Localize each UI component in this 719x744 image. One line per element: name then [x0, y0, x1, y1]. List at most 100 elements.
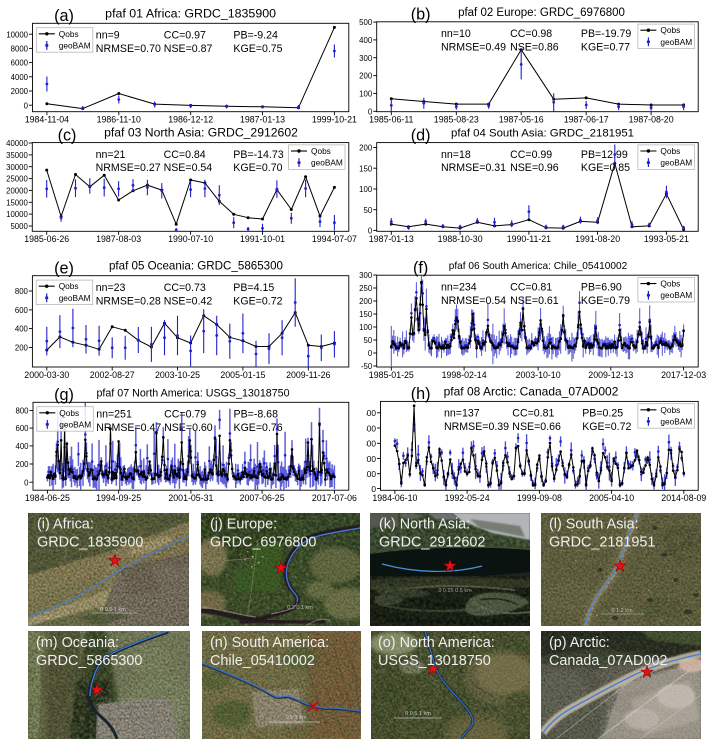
svg-text:nn=137: nn=137: [444, 408, 480, 420]
svg-text:0: 0: [368, 349, 373, 358]
svg-text:1987-01-13: 1987-01-13: [369, 234, 414, 244]
svg-text:150: 150: [359, 310, 373, 319]
svg-text:200: 200: [359, 297, 373, 306]
svg-text:200: 200: [15, 460, 29, 469]
svg-text:(c): (c): [58, 126, 77, 144]
svg-text:1984-06-25: 1984-06-25: [25, 493, 70, 503]
svg-text:CC=0.84: CC=0.84: [164, 149, 206, 161]
svg-text:pfaf 07 North America: USGS_13: pfaf 07 North America: USGS_13018750: [96, 387, 289, 399]
svg-text:geoBAM: geoBAM: [660, 158, 692, 168]
svg-text:400: 400: [15, 325, 29, 334]
svg-text:(i) Africa:: (i) Africa:: [37, 517, 94, 533]
svg-text:nn=234: nn=234: [441, 282, 477, 294]
svg-text:1987-08-20: 1987-08-20: [629, 115, 674, 125]
svg-text:nn=21: nn=21: [96, 149, 126, 161]
svg-text:2014-08-09: 2014-08-09: [661, 493, 706, 503]
svg-text:geoBAM: geoBAM: [660, 416, 692, 426]
svg-text:(n) South America:: (n) South America:: [210, 635, 329, 651]
svg-text:0 0.25 0.5 km: 0 0.25 0.5 km: [438, 588, 472, 594]
svg-text:500: 500: [359, 18, 373, 27]
svg-text:0 0.5 1 km: 0 0.5 1 km: [405, 711, 431, 717]
svg-text:1990-07-10: 1990-07-10: [168, 234, 213, 244]
svg-text:1985-06-11: 1985-06-11: [369, 115, 413, 125]
svg-text:1988-10-30: 1988-10-30: [438, 234, 483, 244]
svg-text:1987-05-16: 1987-05-16: [499, 115, 544, 125]
svg-text:1992-05-24: 1992-05-24: [445, 493, 490, 503]
svg-text:NRMSE=0.49: NRMSE=0.49: [441, 41, 506, 53]
svg-text:KGE=0.85: KGE=0.85: [581, 162, 630, 174]
svg-text:0.2 0.1 km: 0.2 0.1 km: [287, 605, 313, 611]
svg-text:KGE=0.72: KGE=0.72: [233, 295, 282, 307]
svg-text:Qobs: Qobs: [311, 146, 331, 156]
svg-text:(l) South Asia:: (l) South Asia:: [549, 517, 639, 533]
svg-text:pfaf 08 Arctic: Canada_07AD002: pfaf 08 Arctic: Canada_07AD002: [444, 384, 619, 398]
svg-text:KGE=0.75: KGE=0.75: [233, 43, 282, 55]
svg-text:600: 600: [15, 306, 29, 315]
svg-text:0 0.5 1 km: 0 0.5 1 km: [100, 607, 126, 613]
svg-text:1984-11-04: 1984-11-04: [25, 115, 69, 125]
svg-text:2003-10-10: 2003-10-10: [516, 370, 561, 380]
svg-text:pfaf 01 Africa: GRDC_1835900: pfaf 01 Africa: GRDC_1835900: [105, 6, 276, 20]
svg-text:200: 200: [15, 344, 29, 353]
svg-text:50: 50: [364, 206, 373, 215]
svg-text:0: 0: [368, 227, 373, 236]
svg-text:800: 800: [15, 407, 29, 416]
svg-text:PB=-14.73: PB=-14.73: [233, 149, 283, 161]
svg-text:400: 400: [359, 36, 373, 45]
svg-text:2001-05-31: 2001-05-31: [168, 493, 213, 503]
svg-text:800: 800: [15, 287, 29, 296]
svg-text:2007-06-25: 2007-06-25: [240, 493, 285, 503]
svg-text:2005-04-10: 2005-04-10: [589, 493, 634, 503]
svg-text:CC=0.79: CC=0.79: [164, 409, 206, 421]
svg-text:KGE=0.72: KGE=0.72: [582, 421, 631, 433]
svg-text:nn=18: nn=18: [441, 149, 471, 161]
svg-text:KGE=0.76: KGE=0.76: [234, 422, 283, 434]
svg-text:100: 100: [362, 469, 376, 479]
svg-text:CC=0.73: CC=0.73: [164, 282, 206, 294]
svg-text:1986-11-10: 1986-11-10: [97, 115, 141, 125]
svg-text:CC=0.81: CC=0.81: [512, 408, 554, 420]
svg-text:GRDC_2912602: GRDC_2912602: [379, 535, 485, 551]
svg-text:NRMSE=0.27: NRMSE=0.27: [96, 162, 161, 174]
svg-text:PB=0.25: PB=0.25: [582, 408, 623, 420]
svg-text:1999-10-21: 1999-10-21: [312, 115, 357, 125]
svg-text:geoBAM: geoBAM: [660, 37, 692, 47]
svg-text:NRMSE=0.47: NRMSE=0.47: [96, 422, 161, 434]
svg-text:(d): (d): [411, 126, 431, 144]
svg-text:NSE=0.66: NSE=0.66: [512, 421, 561, 433]
svg-text:CC=0.98: CC=0.98: [510, 28, 552, 40]
svg-text:10000: 10000: [6, 210, 28, 219]
svg-text:1990-11-21: 1990-11-21: [507, 234, 551, 244]
svg-text:1994-09-25: 1994-09-25: [96, 493, 141, 503]
svg-text:400: 400: [362, 423, 376, 433]
svg-text:8000: 8000: [11, 45, 29, 54]
svg-text:2009-12-13: 2009-12-13: [588, 370, 633, 380]
svg-text:USGS_13018750: USGS_13018750: [378, 653, 491, 669]
svg-text:geoBAM: geoBAM: [59, 40, 91, 50]
svg-text:2003-10-25: 2003-10-25: [155, 370, 200, 380]
svg-text:NSE=0.54: NSE=0.54: [164, 162, 213, 174]
svg-text:pfaf 06 South America: Chile_0: pfaf 06 South America: Chile_05410002: [449, 261, 628, 272]
svg-text:CC=0.81: CC=0.81: [510, 282, 552, 294]
svg-text:200: 200: [362, 454, 376, 464]
svg-text:pfaf 05 Oceania: GRDC_5865300: pfaf 05 Oceania: GRDC_5865300: [109, 260, 283, 273]
svg-text:500: 500: [362, 408, 376, 418]
svg-text:1987-01-13: 1987-01-13: [240, 115, 285, 125]
svg-text:1999-09-08: 1999-09-08: [517, 493, 562, 503]
svg-text:NSE=0.96: NSE=0.96: [510, 162, 559, 174]
svg-text:200: 200: [359, 72, 373, 81]
svg-text:(o) North America:: (o) North America:: [378, 635, 495, 651]
svg-text:1986-12-12: 1986-12-12: [168, 115, 213, 125]
svg-text:300: 300: [362, 439, 376, 449]
svg-text:1994-07-07: 1994-07-07: [312, 234, 357, 244]
svg-text:(m) Oceania:: (m) Oceania:: [36, 635, 119, 651]
svg-text:40000: 40000: [6, 139, 28, 148]
svg-text:NSE=0.87: NSE=0.87: [164, 43, 213, 55]
svg-text:Qobs: Qobs: [59, 408, 79, 418]
svg-text:PB=12.99: PB=12.99: [581, 149, 628, 161]
svg-text:NSE=0.60: NSE=0.60: [164, 422, 213, 434]
svg-text:PB=-9.24: PB=-9.24: [233, 30, 278, 42]
svg-text:KGE=0.79: KGE=0.79: [581, 295, 630, 307]
svg-text:4000: 4000: [11, 73, 29, 82]
svg-text:NRMSE=0.70: NRMSE=0.70: [96, 43, 161, 55]
